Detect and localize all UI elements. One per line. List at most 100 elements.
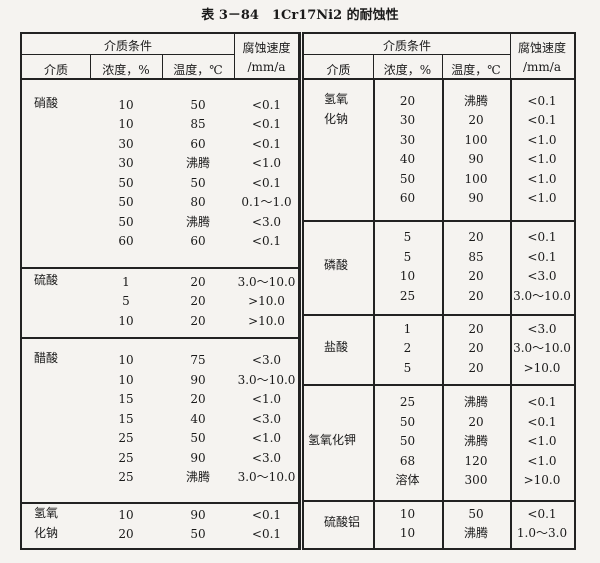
divider (304, 220, 574, 222)
corrosion-rate-cell: 3.0～10.0 (237, 274, 296, 289)
concentration-cell: 5 (403, 230, 412, 244)
corrosion-rate-cell: 0.1～1.0 (241, 195, 292, 209)
concentration-cell: 10 (399, 269, 416, 283)
corrosion-rate-cell: <0.1 (527, 93, 557, 108)
corrosion-rate-cell: <0.1 (251, 175, 282, 190)
corrosion-rate-cell: <1.0 (251, 156, 282, 170)
corrosion-rate-cell: <0.1 (527, 249, 557, 264)
table-title: 表 3－84 1Cr17Ni2 的耐蚀性 (201, 8, 399, 23)
corrosion-rate-cell: >10.0 (248, 313, 285, 328)
temperature-cell: 100 (464, 171, 488, 186)
temperature-cell: 80 (190, 195, 206, 209)
medium-group: 硝酸 10 50 <0.1 10 85 <0.1 30 60 <0.1 30 沸腾 <1.0 50 50 <0… (22, 80, 299, 267)
temperature-cell: 沸腾 (463, 93, 488, 108)
left-table: 介质条件 腐蚀速度/mm/a 介质 浓度，% 温度，℃ 硝酸 10 50 <0.1 10 85 <0.… (20, 32, 301, 550)
temperature-cell: 沸腾 (463, 395, 488, 410)
corrosion-rate-cell: <1.0 (527, 171, 557, 186)
divider (22, 502, 299, 504)
corrosion-rate-cell: <3.0 (527, 269, 557, 283)
concentration-cell: 溶体 (395, 473, 420, 488)
corrosion-rate-cell: >10.0 (248, 294, 285, 309)
corrosion-rate-cell: >10.0 (523, 473, 561, 488)
corrosion-rate-cell: <0.1 (527, 230, 557, 244)
temperature-cell: 50 (190, 527, 206, 541)
temperature-cell: 40 (190, 411, 206, 426)
corrosion-rate-cell: <3.0 (251, 450, 282, 465)
header-rate: 腐蚀速度 (517, 41, 566, 55)
concentration-cell: 68 (399, 453, 416, 468)
medium-name: 氢氧化钾 (308, 433, 357, 447)
temperature-cell: 20 (190, 313, 206, 328)
concentration-cell: 10 (399, 506, 416, 521)
header-medium: 介质 (43, 63, 68, 77)
temperature-cell: 20 (468, 288, 484, 303)
medium-group: 醋酸 10 75 <3.0 10 90 3.0～10.0 15 20 <1.0 15 40 <3.0 25… (22, 337, 299, 502)
concentration-cell: 1 (122, 274, 130, 289)
medium-name: 盐酸 (324, 340, 349, 354)
divider (234, 34, 235, 80)
medium-name: 硝酸 (34, 95, 59, 110)
concentration-cell: 5 (122, 294, 130, 309)
corrosion-rate-cell: <1.0 (251, 431, 282, 446)
corrosion-rate-cell: <0.1 (251, 527, 282, 541)
divider (22, 54, 234, 55)
concentration-cell: 50 (118, 175, 134, 190)
divider (162, 54, 163, 80)
divider (22, 267, 299, 269)
concentration-cell: 30 (118, 156, 134, 170)
corrosion-rate-cell: <3.0 (527, 321, 557, 336)
concentration-cell: 10 (118, 507, 134, 522)
header-rate-unit: /mm/a (247, 60, 286, 74)
temperature-cell: 90 (190, 372, 206, 387)
temperature-cell: 60 (190, 136, 206, 151)
temperature-cell: 20 (468, 113, 484, 127)
corrosion-rate-cell: <1.0 (527, 132, 557, 147)
corrosion-rate-cell: <0.1 (527, 414, 557, 429)
corrosion-rate-cell: <0.1 (251, 97, 282, 112)
divider (510, 34, 511, 80)
concentration-cell: 10 (118, 97, 134, 112)
medium-group: 氢氧 化钠 20 沸腾 <0.1 30 20 <0.1 30 100 <1.0 40 90 <1.0 50 1… (304, 80, 574, 220)
concentration-cell: 50 (399, 171, 416, 186)
corrosion-rate-cell: 3.0～10.0 (513, 341, 571, 356)
divider (304, 314, 574, 316)
concentration-cell: 25 (118, 450, 134, 465)
temperature-cell: 20 (468, 341, 484, 356)
corrosion-rate-cell: <1.0 (527, 191, 557, 205)
header-concentration: 浓度，% (102, 63, 150, 77)
corrosion-rate-cell: <0.1 (251, 117, 282, 131)
temperature-cell: 300 (464, 473, 488, 488)
divider (304, 54, 510, 55)
divider (304, 500, 574, 502)
corrosion-rate-cell: <0.1 (527, 395, 557, 410)
medium-group: 硫酸 1 20 3.0～10.0 5 20 >10.0 10 20 >10.0 (22, 267, 299, 337)
temperature-cell: 20 (468, 269, 484, 283)
concentration-cell: 25 (118, 470, 134, 485)
temperature-cell: 75 (190, 353, 206, 368)
medium-group: 氢氧化钾 25 沸腾 <0.1 50 20 <0.1 50 沸腾 <1.0 68 120 <1.0 溶体 3… (304, 384, 574, 500)
header-temperature: 温度，℃ (173, 63, 223, 77)
medium-name: 化钠 (324, 111, 349, 126)
corrosion-rate-cell: <0.1 (251, 234, 282, 248)
header-concentration: 浓度，% (383, 63, 432, 77)
temperature-cell: 90 (190, 507, 206, 522)
corrosion-rate-cell: <1.0 (527, 152, 557, 166)
concentration-cell: 25 (399, 288, 416, 303)
concentration-cell: 30 (399, 132, 416, 147)
concentration-cell: 50 (399, 414, 416, 429)
header-conditions: 介质条件 (382, 39, 431, 53)
temperature-cell: 60 (190, 234, 206, 248)
medium-name: 硫酸铝 (324, 515, 361, 529)
divider (22, 78, 299, 80)
concentration-cell: 10 (118, 372, 134, 387)
concentration-cell: 5 (403, 249, 412, 264)
medium-name: 磷酸 (324, 258, 349, 272)
concentration-cell: 30 (118, 136, 134, 151)
medium-group: 氢氧 化钠 10 90 <0.1 20 50 <0.1 (22, 502, 299, 548)
medium-name: 氢氧 (324, 91, 349, 106)
temperature-cell: 85 (468, 249, 484, 264)
corrosion-rate-cell: 3.0～10.0 (237, 470, 296, 485)
corrosion-rate-cell: <1.0 (527, 453, 557, 468)
corrosion-rate-cell: <3.0 (251, 214, 282, 229)
